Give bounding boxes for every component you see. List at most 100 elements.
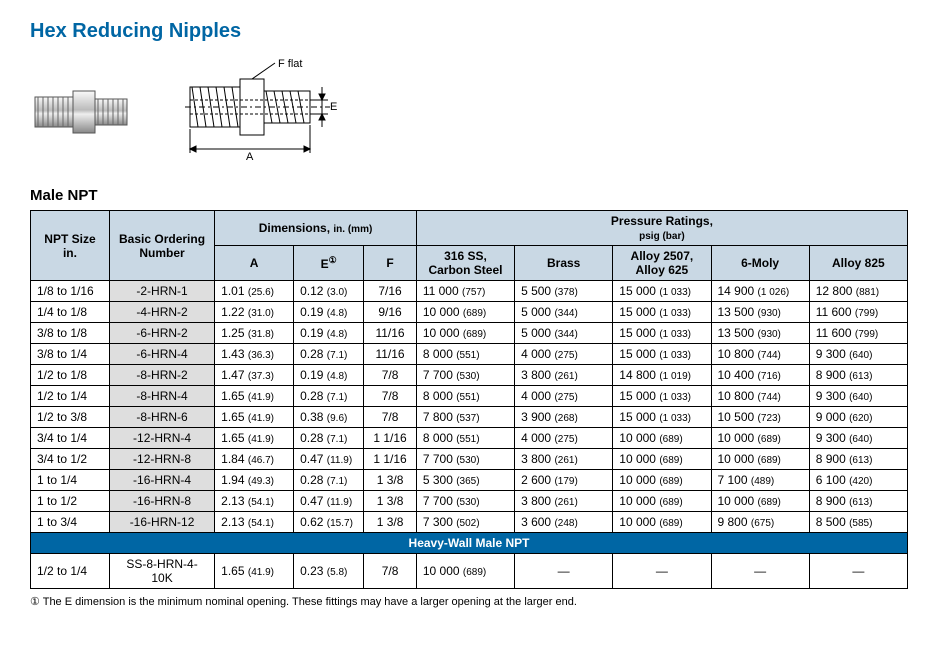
table-row: 1/2 to 1/8-8-HRN-21.47 (37.3)0.19 (4.8)7… bbox=[31, 365, 908, 386]
cell-a: 2.13 (54.1) bbox=[215, 512, 294, 533]
table-row: 3/4 to 1/4-12-HRN-41.65 (41.9)0.28 (7.1)… bbox=[31, 428, 908, 449]
cell-ordering: -8-HRN-6 bbox=[109, 407, 214, 428]
cell-p1: 5 300 (365) bbox=[416, 470, 514, 491]
cell-p1: 7 700 (530) bbox=[416, 491, 514, 512]
cell-f: 11/16 bbox=[364, 344, 417, 365]
hdr-npt: NPT Size in. bbox=[31, 211, 110, 281]
cell-p4: 10 000 (689) bbox=[711, 491, 809, 512]
table-row: 3/8 to 1/8-6-HRN-21.25 (31.8)0.19 (4.8)1… bbox=[31, 323, 908, 344]
cell-a: 1.25 (31.8) bbox=[215, 323, 294, 344]
cell-npt: 1/4 to 1/8 bbox=[31, 302, 110, 323]
cell-e: 0.28 (7.1) bbox=[294, 428, 364, 449]
cell-a: 1.01 (25.6) bbox=[215, 281, 294, 302]
cell-p4: 10 500 (723) bbox=[711, 407, 809, 428]
cell-p2: 4 000 (275) bbox=[515, 428, 613, 449]
cell-p2: 5 000 (344) bbox=[515, 302, 613, 323]
page-title: Hex Reducing Nipples bbox=[30, 20, 908, 43]
cell-p2: 2 600 (179) bbox=[515, 470, 613, 491]
hdr-pressure-label: Pressure Ratings, bbox=[611, 214, 713, 228]
cell-p3: 15 000 (1 033) bbox=[613, 302, 711, 323]
cell-npt: 1/2 to 3/8 bbox=[31, 407, 110, 428]
cell-p4: 10 400 (716) bbox=[711, 365, 809, 386]
cell-e: 0.28 (7.1) bbox=[294, 386, 364, 407]
cell-e: 0.47 (11.9) bbox=[294, 449, 364, 470]
cell-p2: 5 500 (378) bbox=[515, 281, 613, 302]
cell-npt: 3/4 to 1/4 bbox=[31, 428, 110, 449]
cell-p5: 8 500 (585) bbox=[809, 512, 907, 533]
cell-e: 0.28 (7.1) bbox=[294, 344, 364, 365]
cell-p1: 8 000 (551) bbox=[416, 386, 514, 407]
cell-npt: 1 to 1/4 bbox=[31, 470, 110, 491]
diagram-row: F flat A E bbox=[30, 57, 908, 167]
cell-f: 1 1/16 bbox=[364, 428, 417, 449]
cell-a: 1.65 (41.9) bbox=[215, 407, 294, 428]
cell-p3: 10 000 (689) bbox=[613, 491, 711, 512]
cell-p5: 9 000 (620) bbox=[809, 407, 907, 428]
hdr-f: F bbox=[364, 246, 417, 281]
hdr-ordering: Basic Ordering Number bbox=[109, 211, 214, 281]
cell-p3: 10 000 (689) bbox=[613, 512, 711, 533]
cell-p1: 7 700 (530) bbox=[416, 449, 514, 470]
table-subtitle: Male NPT bbox=[30, 187, 908, 204]
cell-p4: 10 000 (689) bbox=[711, 449, 809, 470]
cell-p2: 4 000 (275) bbox=[515, 386, 613, 407]
cell-npt: 3/8 to 1/4 bbox=[31, 344, 110, 365]
cell-p2: — bbox=[515, 554, 613, 589]
cell-p4: 7 100 (489) bbox=[711, 470, 809, 491]
label-e: E bbox=[330, 101, 337, 113]
cell-e: 0.38 (9.6) bbox=[294, 407, 364, 428]
cell-a: 1.47 (37.3) bbox=[215, 365, 294, 386]
cell-a: 1.65 (41.9) bbox=[215, 386, 294, 407]
cell-p3: 10 000 (689) bbox=[613, 449, 711, 470]
cell-p5: 9 300 (640) bbox=[809, 344, 907, 365]
hdr-e: E① bbox=[294, 246, 364, 281]
cell-e: 0.19 (4.8) bbox=[294, 365, 364, 386]
cell-p3: 10 000 (689) bbox=[613, 428, 711, 449]
cell-ordering: SS-8-HRN-4-10K bbox=[109, 554, 214, 589]
cell-f: 7/16 bbox=[364, 281, 417, 302]
cell-p5: 9 300 (640) bbox=[809, 386, 907, 407]
cell-p4: 10 800 (744) bbox=[711, 344, 809, 365]
cell-f: 7/8 bbox=[364, 554, 417, 589]
cell-a: 1.22 (31.0) bbox=[215, 302, 294, 323]
hdr-p5: Alloy 825 bbox=[809, 246, 907, 281]
table-row: 1/8 to 1/16-2-HRN-11.01 (25.6)0.12 (3.0)… bbox=[31, 281, 908, 302]
cell-npt: 1/2 to 1/8 bbox=[31, 365, 110, 386]
cell-f: 7/8 bbox=[364, 407, 417, 428]
cell-e: 0.47 (11.9) bbox=[294, 491, 364, 512]
cell-a: 1.43 (36.3) bbox=[215, 344, 294, 365]
hdr-dim-unit: in. (mm) bbox=[333, 224, 372, 235]
cell-ordering: -6-HRN-2 bbox=[109, 323, 214, 344]
cell-ordering: -16-HRN-8 bbox=[109, 491, 214, 512]
cell-p3: 15 000 (1 033) bbox=[613, 407, 711, 428]
cell-p5: 6 100 (420) bbox=[809, 470, 907, 491]
cell-f: 1 3/8 bbox=[364, 470, 417, 491]
hdr-dim-label: Dimensions, bbox=[259, 221, 330, 235]
cell-p4: 10 000 (689) bbox=[711, 428, 809, 449]
cell-a: 1.94 (49.3) bbox=[215, 470, 294, 491]
cell-p2: 3 900 (268) bbox=[515, 407, 613, 428]
hdr-e-sup: ① bbox=[329, 255, 337, 265]
cell-ordering: -12-HRN-8 bbox=[109, 449, 214, 470]
cell-p1: 11 000 (757) bbox=[416, 281, 514, 302]
table-row: 1/2 to 1/4SS-8-HRN-4-10K1.65 (41.9)0.23 … bbox=[31, 554, 908, 589]
cell-ordering: -16-HRN-12 bbox=[109, 512, 214, 533]
cell-p1: 7 800 (537) bbox=[416, 407, 514, 428]
cell-p2: 3 800 (261) bbox=[515, 365, 613, 386]
table-row: 1 to 3/4-16-HRN-122.13 (54.1)0.62 (15.7)… bbox=[31, 512, 908, 533]
label-a: A bbox=[246, 151, 254, 163]
table-row: 3/4 to 1/2-12-HRN-81.84 (46.7)0.47 (11.9… bbox=[31, 449, 908, 470]
hdr-p4: 6-Moly bbox=[711, 246, 809, 281]
table-row: 1 to 1/4-16-HRN-41.94 (49.3)0.28 (7.1)1 … bbox=[31, 470, 908, 491]
cell-p4: 9 800 (675) bbox=[711, 512, 809, 533]
cell-f: 1 3/8 bbox=[364, 512, 417, 533]
hdr-pressure-unit: psig (bar) bbox=[639, 231, 685, 242]
cell-f: 11/16 bbox=[364, 323, 417, 344]
cell-ordering: -8-HRN-4 bbox=[109, 386, 214, 407]
label-f-flat: F flat bbox=[278, 58, 302, 70]
cell-ordering: -8-HRN-2 bbox=[109, 365, 214, 386]
cell-p4: 13 500 (930) bbox=[711, 302, 809, 323]
hdr-p3: Alloy 2507, Alloy 625 bbox=[613, 246, 711, 281]
cell-npt: 1/2 to 1/4 bbox=[31, 554, 110, 589]
cell-p5: 11 600 (799) bbox=[809, 323, 907, 344]
